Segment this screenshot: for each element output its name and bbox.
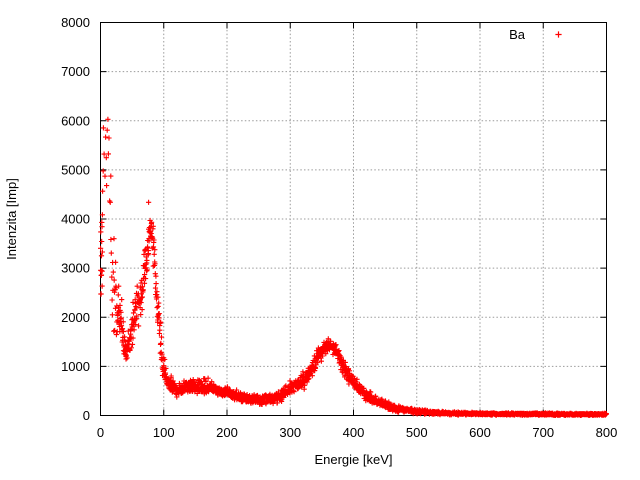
y-tick-label: 7000 [61,64,90,79]
ba-spectrum-points [98,116,609,418]
x-tick-label: 300 [279,425,301,440]
y-tick-label: 4000 [61,212,90,227]
x-tick-label: 0 [97,425,104,440]
x-axis-title: Energie [keV] [314,452,392,467]
legend-plus-icon [555,31,562,38]
legend: Ba [509,27,562,42]
legend-label: Ba [509,27,526,42]
x-tick-label: 700 [532,425,554,440]
y-tick-label: 6000 [61,113,90,128]
grid-lines [100,22,607,416]
y-tick-label: 0 [83,408,90,423]
x-tick-label: 100 [153,425,175,440]
y-tick-label: 1000 [61,359,90,374]
x-tick-label: 600 [469,425,491,440]
grid-layer [100,22,607,416]
y-tick-label: 8000 [61,15,90,30]
data-layer [98,116,609,418]
y-axis-title: Intenzita [Imp] [4,178,19,260]
x-tick-label: 800 [596,425,618,440]
tick-labels-layer: 0 100 200 300 400 500 600 700 800010002000300040… [61,15,617,440]
x-tick-label: 400 [343,425,365,440]
x-tick-label: 500 [406,425,428,440]
y-tick-label: 5000 [61,162,90,177]
y-tick-label: 2000 [61,310,90,325]
x-tick-label: 200 [216,425,238,440]
y-tick-label: 3000 [61,261,90,276]
